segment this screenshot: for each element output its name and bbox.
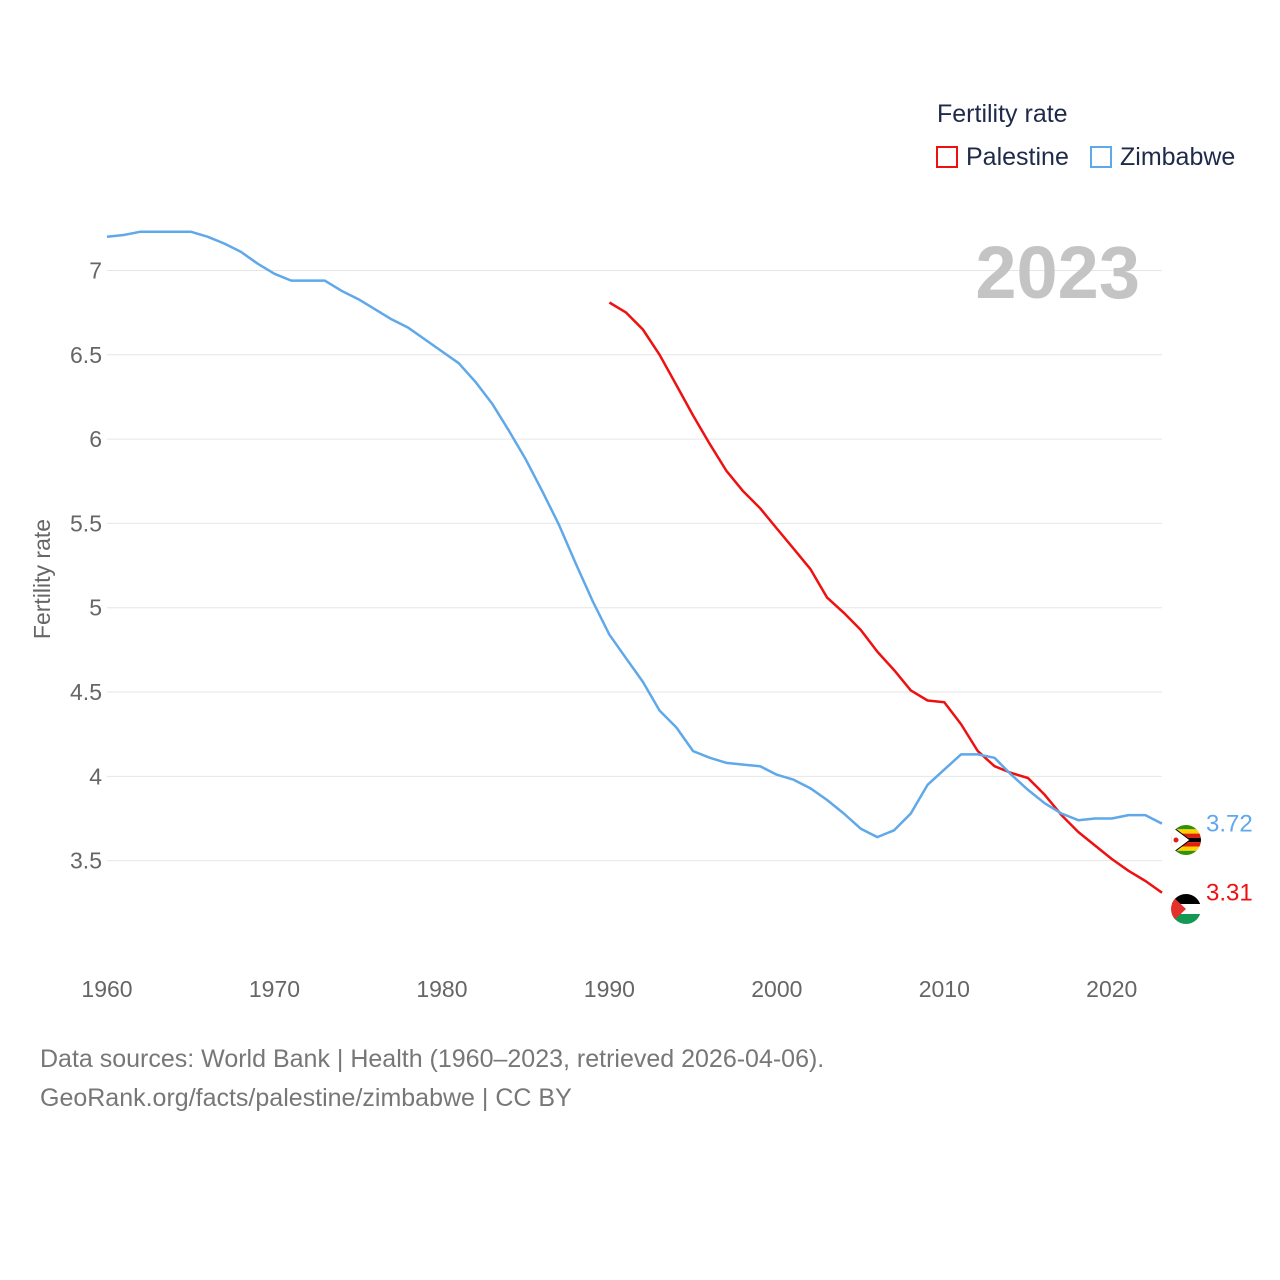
y-tick-label: 4 [89,763,102,789]
legend-item-palestine[interactable]: Palestine [936,142,1069,172]
zimbabwe-flag-icon [1171,825,1201,855]
legend-item-zimbabwe[interactable]: Zimbabwe [1090,142,1235,172]
footer-sources: Data sources: World Bank | Health (1960–… [40,1045,825,1073]
year-watermark: 2023 [975,231,1140,314]
y-tick-label: 4.5 [70,679,102,705]
legend-label-zimbabwe: Zimbabwe [1120,142,1236,171]
x-tick-label: 1970 [249,976,300,1002]
line-chart: 3.5 4 4.5 5 5.5 6 6.5 7 1960 1970 1980 1990 2000 201… [29,230,1253,1002]
end-label-palestine: 3.31 [1206,880,1253,907]
y-axis-label: Fertility rate [29,519,55,639]
y-tick-label: 7 [89,257,102,283]
y-tick-label: 5.5 [70,510,102,536]
x-tick-label: 1980 [416,976,467,1002]
x-tick-label: 2020 [1086,976,1137,1002]
x-tick-label: 1960 [81,976,132,1002]
legend-title: Fertility rate [937,100,1068,128]
legend-swatch-palestine [936,146,958,168]
x-tick-label: 1990 [584,976,635,1002]
y-tick-label: 5 [89,595,102,621]
legend-swatch-zimbabwe [1090,146,1112,168]
x-tick-label: 2000 [751,976,802,1002]
series-line-palestine[interactable] [608,301,1163,894]
y-tick-label: 3.5 [70,848,102,874]
y-tick-label: 6.5 [70,342,102,368]
x-tick-label: 2010 [919,976,970,1002]
end-label-zimbabwe: 3.72 [1206,811,1253,838]
footer-credit[interactable]: GeoRank.org/facts/palestine/zimbabwe | C… [40,1084,572,1112]
series-line-zimbabwe[interactable] [106,230,1163,839]
legend-label-palestine: Palestine [966,142,1069,171]
palestine-flag-icon [1171,894,1201,924]
y-tick-label: 6 [89,426,102,452]
